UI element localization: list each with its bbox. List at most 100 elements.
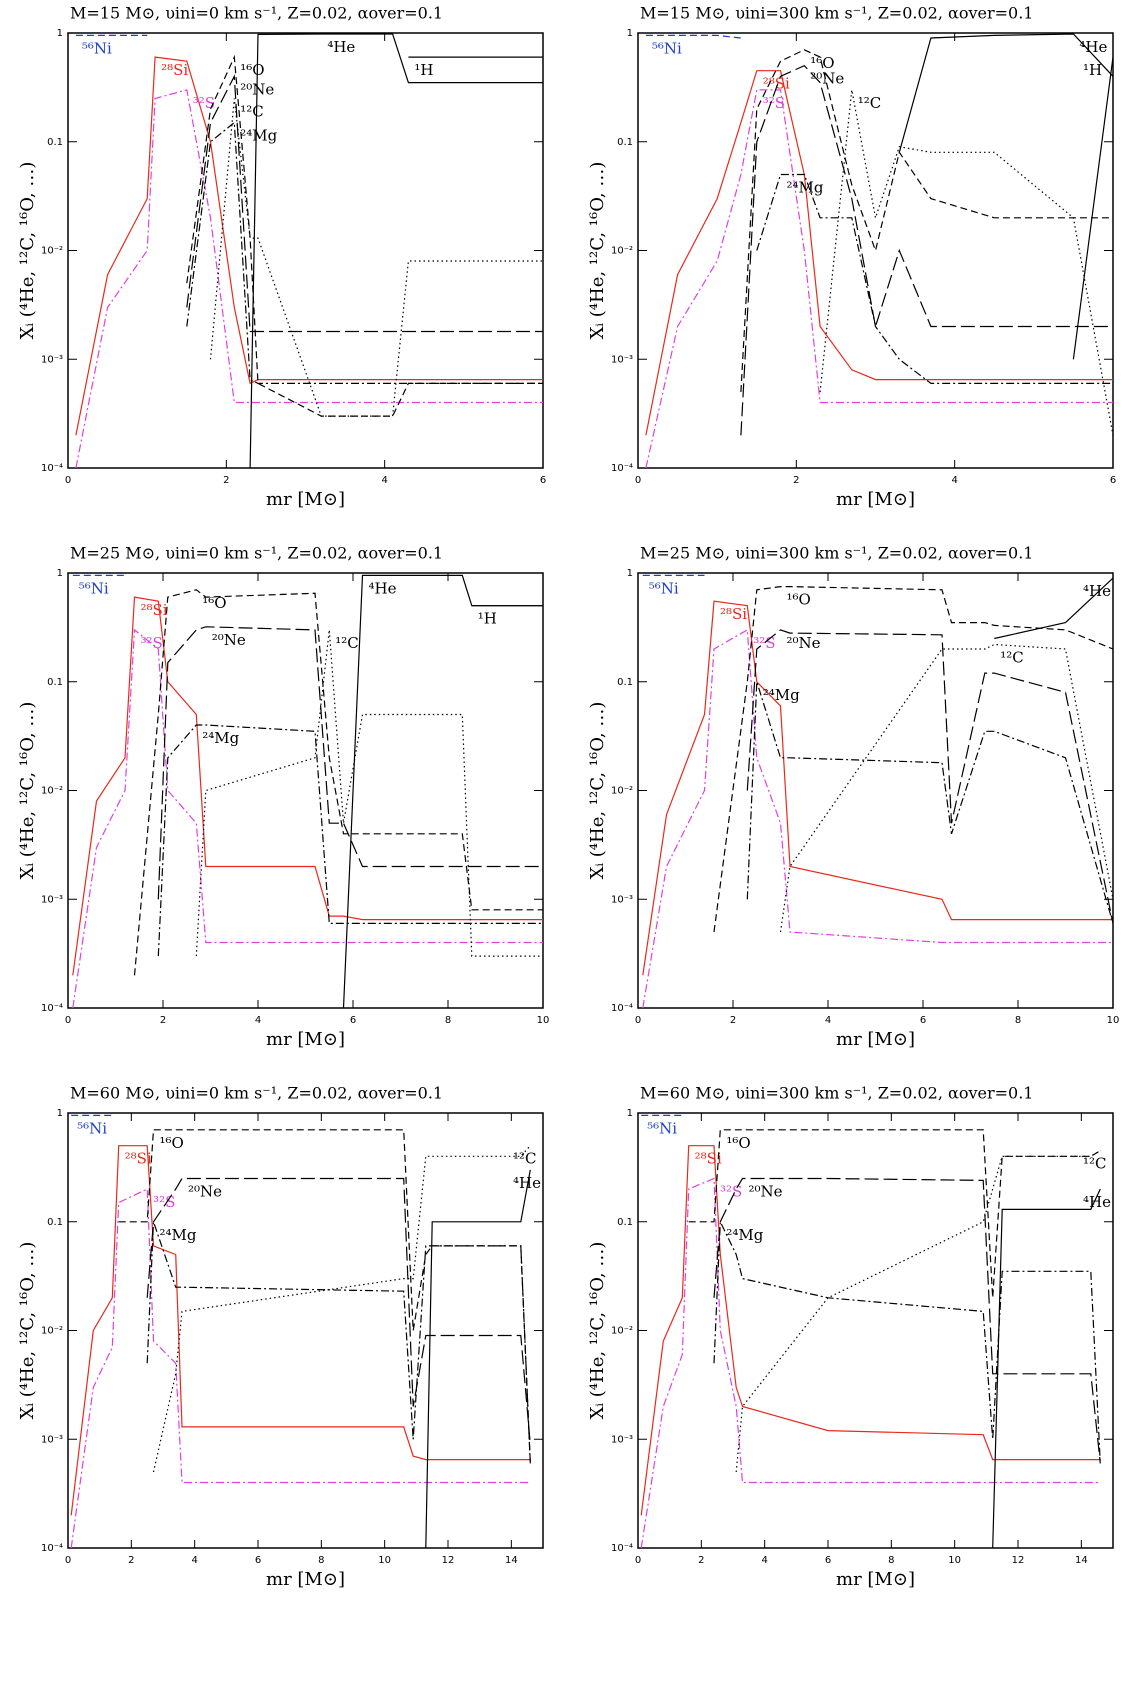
x-tick-label: 6 — [255, 1555, 261, 1566]
series-label: ⁴He — [1083, 582, 1111, 600]
y-tick-label: 1 — [627, 568, 633, 579]
chart-title: M=60 M⊙, υini=0 km s⁻¹, Z=0.02, αover=0.… — [70, 1084, 443, 1103]
series-line — [133, 589, 543, 976]
x-tick-label: 4 — [255, 1015, 261, 1026]
x-tick-label: 0 — [65, 1555, 71, 1566]
series-line — [249, 33, 543, 468]
y-tick-label: 10⁻⁴ — [41, 1543, 63, 1554]
y-axis-label: Xᵢ (⁴He, ¹²C, ¹⁶O, …) — [587, 1242, 608, 1420]
series-label: ¹²C — [513, 1150, 537, 1168]
y-tick-label: 10⁻² — [611, 1326, 633, 1337]
y-tick-label: 10⁻² — [41, 1326, 63, 1337]
panel: M=15 M⊙, υini=0 km s⁻¹, Z=0.02, αover=0.… — [17, 4, 546, 511]
series-line — [209, 98, 543, 417]
series-label: ¹²C — [240, 102, 264, 120]
x-tick-label: 4 — [951, 475, 957, 486]
series-label: ¹⁶O — [202, 594, 226, 612]
y-tick-label: 10⁻² — [41, 246, 63, 257]
series-label: ³²S — [153, 1193, 175, 1211]
series-label: ²⁴Mg — [240, 127, 277, 145]
series-label: ¹H — [478, 610, 497, 628]
x-tick-label: 0 — [635, 475, 641, 486]
series-line — [756, 173, 1113, 384]
series-label: ²⁰Ne — [749, 1182, 783, 1200]
x-tick-label: 4 — [191, 1555, 197, 1566]
x-tick-label: 0 — [65, 1015, 71, 1026]
y-tick-label: 1 — [627, 28, 633, 39]
y-tick-label: 10⁻⁴ — [611, 463, 633, 474]
series-line — [642, 600, 1113, 976]
series-line — [152, 1145, 531, 1473]
series-line — [713, 1221, 1101, 1464]
y-tick-label: 1 — [57, 1108, 63, 1119]
series-line — [645, 89, 1113, 468]
series-line — [75, 89, 543, 468]
x-tick-label: 2 — [793, 475, 799, 486]
series-line — [1072, 57, 1113, 360]
series-line — [70, 1145, 531, 1516]
chart-title: M=15 M⊙, υini=300 km s⁻¹, Z=0.02, αover=… — [640, 4, 1033, 23]
y-axis-label: Xᵢ (⁴He, ¹²C, ¹⁶O, …) — [17, 1242, 38, 1420]
x-tick-label: 6 — [540, 475, 546, 486]
y-tick-label: 10⁻³ — [611, 894, 633, 905]
series-label: ²⁸Si — [141, 601, 168, 619]
series-line — [186, 54, 543, 417]
series-line — [157, 626, 543, 900]
series-label: ³²S — [763, 94, 785, 112]
series-line — [779, 643, 1113, 933]
series-label: ¹²C — [1083, 1155, 1107, 1173]
x-tick-label: 10 — [537, 1015, 550, 1026]
series-label: ¹²C — [335, 634, 359, 652]
x-tick-label: 6 — [350, 1015, 356, 1026]
series-label: ¹H — [1083, 61, 1102, 79]
x-axis-label: mr [M⊙] — [836, 1569, 915, 1590]
x-tick-label: 6 — [920, 1015, 926, 1026]
series-label: ⁵⁶Ni — [649, 579, 679, 597]
series-label: ²⁰Ne — [212, 631, 246, 649]
x-axis-label: mr [M⊙] — [836, 1029, 915, 1050]
series-label: ⁵⁶Ni — [77, 1119, 107, 1137]
x-tick-label: 0 — [65, 475, 71, 486]
x-tick-label: 2 — [730, 1015, 736, 1026]
y-tick-label: 0.1 — [617, 1217, 633, 1228]
series-label: ⁴He — [1079, 38, 1107, 56]
x-tick-label: 14 — [1075, 1555, 1088, 1566]
series-label: ³²S — [141, 634, 163, 652]
series-line — [146, 1177, 531, 1445]
series-line — [819, 89, 1113, 436]
y-tick-label: 10⁻⁴ — [611, 1003, 633, 1014]
y-axis-label: Xᵢ (⁴He, ¹²C, ¹⁶O, …) — [17, 162, 38, 340]
x-tick-label: 10 — [1107, 1015, 1120, 1026]
x-tick-label: 0 — [635, 1555, 641, 1566]
series-label: ²⁴Mg — [202, 729, 239, 747]
series-line — [740, 64, 1113, 436]
x-axis-label: mr [M⊙] — [836, 489, 915, 510]
y-tick-label: 10⁻³ — [41, 894, 63, 905]
series-label: ²⁰Ne — [810, 70, 844, 88]
y-tick-label: 0.1 — [617, 677, 633, 688]
series-line — [740, 49, 1113, 393]
x-axis-label: mr [M⊙] — [266, 489, 345, 510]
series-label: ⁵⁶Ni — [79, 579, 109, 597]
panel: M=25 M⊙, υini=300 km s⁻¹, Z=0.02, αover=… — [587, 544, 1119, 1051]
series-label: ³²S — [193, 94, 215, 112]
panel: M=60 M⊙, υini=0 km s⁻¹, Z=0.02, αover=0.… — [17, 1084, 544, 1590]
panel: M=25 M⊙, υini=0 km s⁻¹, Z=0.02, αover=0.… — [17, 544, 549, 1051]
series-line — [713, 586, 1113, 933]
x-tick-label: 4 — [381, 475, 387, 486]
chart-title: M=25 M⊙, υini=0 km s⁻¹, Z=0.02, αover=0.… — [70, 544, 443, 563]
x-tick-label: 4 — [761, 1555, 767, 1566]
x-tick-label: 12 — [442, 1555, 455, 1566]
series-line — [640, 1177, 1101, 1548]
y-tick-label: 10⁻³ — [41, 1434, 63, 1445]
series-line — [75, 56, 543, 436]
series-line — [992, 1188, 1101, 1548]
series-label: ¹²C — [1000, 649, 1024, 667]
series-label: ⁴He — [327, 38, 355, 56]
y-tick-label: 10⁻² — [41, 786, 63, 797]
x-tick-label: 2 — [160, 1015, 166, 1026]
y-tick-label: 10⁻³ — [611, 1434, 633, 1445]
series-line — [425, 1169, 531, 1548]
series-line — [746, 629, 1113, 924]
